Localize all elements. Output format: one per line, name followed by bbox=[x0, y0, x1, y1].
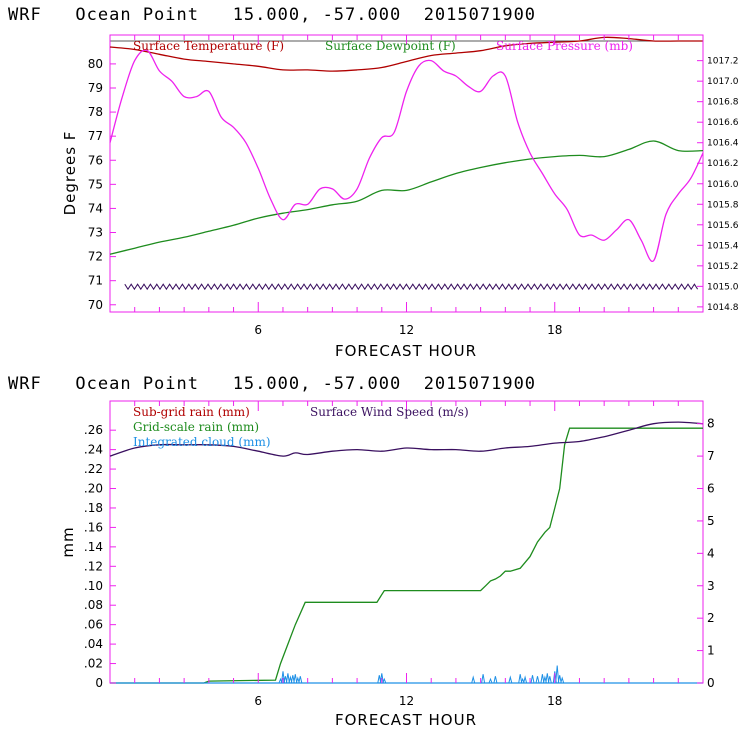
integrated-cloud-spike bbox=[488, 677, 493, 684]
y-tick-label: .22 bbox=[84, 462, 103, 476]
y-tick-label: .18 bbox=[84, 501, 103, 515]
y2-tick-label: 1016.4 bbox=[707, 139, 739, 149]
y-tick-label: .02 bbox=[84, 657, 103, 671]
y-tick-label: .24 bbox=[84, 443, 103, 457]
y-tick-label: .12 bbox=[84, 559, 103, 573]
grid-scale-rain-line bbox=[110, 427, 703, 684]
y2-tick-label: 1017.2 bbox=[707, 57, 739, 67]
y2-tick-label: 6 bbox=[707, 482, 715, 496]
y2-tick-label: 8 bbox=[707, 417, 715, 431]
integrated-cloud-spike bbox=[555, 665, 560, 684]
chart2-ylabel: mm bbox=[59, 526, 77, 557]
y-tick-label: .20 bbox=[84, 482, 103, 496]
y-tick-label: .08 bbox=[84, 598, 103, 612]
legend-grid-scale-rain: Grid-scale rain (mm) bbox=[133, 420, 259, 434]
y2-tick-label: 1017.0 bbox=[707, 77, 739, 87]
y-tick-label: .16 bbox=[84, 520, 103, 534]
legend-subgrid-rain: Sub-grid rain (mm) bbox=[133, 405, 250, 419]
y2-tick-label: 4 bbox=[707, 546, 715, 560]
y2-tick-label: 3 bbox=[707, 579, 715, 593]
integrated-cloud-spike bbox=[298, 676, 303, 684]
y-tick-label: .06 bbox=[84, 618, 103, 632]
legend-surface-dewpoint: Surface Dewpoint (F) bbox=[325, 39, 456, 53]
integrated-cloud-spike bbox=[481, 674, 486, 684]
chart2-xlabel: FORECAST HOUR bbox=[335, 711, 477, 729]
y-tick-label: 78 bbox=[88, 105, 103, 119]
rain-panel: WRF Ocean Point 15.000, -57.000 20150719… bbox=[8, 374, 715, 729]
integrated-cloud-spike bbox=[471, 675, 476, 684]
integrated-cloud-spike bbox=[281, 671, 285, 684]
integrated-cloud-spike bbox=[508, 675, 513, 684]
integrated-cloud-spike bbox=[547, 676, 552, 684]
chart1-xlabel: FORECAST HOUR bbox=[335, 342, 477, 360]
y2-tick-label: 1015.0 bbox=[707, 282, 739, 292]
chart2-title: WRF Ocean Point 15.000, -57.000 20150719… bbox=[8, 374, 536, 394]
integrated-cloud-spike bbox=[523, 675, 528, 684]
surface-wind-speed-line bbox=[109, 421, 704, 457]
y-tick-label: 75 bbox=[88, 177, 103, 191]
integrated-cloud-spike bbox=[557, 675, 562, 684]
x-tick-label: 12 bbox=[399, 323, 414, 337]
integrated-cloud-spike bbox=[285, 673, 290, 684]
chart1-title: WRF Ocean Point 15.000, -57.000 20150719… bbox=[8, 5, 536, 25]
x-tick-label: 12 bbox=[399, 694, 414, 708]
y2-tick-label: 1016.0 bbox=[707, 180, 739, 190]
chart1-ylabel: Degrees F bbox=[61, 131, 79, 216]
y2-tick-label: 1 bbox=[707, 644, 715, 658]
y-tick-label: 71 bbox=[88, 274, 103, 288]
y2-tick-label: 0 bbox=[707, 676, 715, 690]
y2-tick-label: 2 bbox=[707, 611, 715, 625]
y2-tick-label: 1015.4 bbox=[707, 241, 739, 251]
y2-tick-label: 7 bbox=[707, 449, 715, 463]
y-tick-label: 76 bbox=[88, 153, 103, 167]
y2-tick-label: 1016.6 bbox=[707, 118, 739, 128]
x-tick-label: 6 bbox=[254, 323, 262, 337]
x-tick-label: 6 bbox=[254, 694, 262, 708]
surface-pressure-line bbox=[109, 49, 704, 262]
y-tick-label: .14 bbox=[84, 540, 103, 554]
integrated-cloud-spike bbox=[293, 674, 298, 684]
y-tick-label: 73 bbox=[88, 226, 103, 240]
y-tick-label: 72 bbox=[88, 250, 103, 264]
y-tick-label: 80 bbox=[88, 57, 103, 71]
integrated-cloud-spike bbox=[560, 676, 565, 684]
x-tick-label: 18 bbox=[547, 694, 562, 708]
legend-surface-pressure: Surface Pressure (mb) bbox=[496, 39, 633, 53]
temperature-panel: WRF Ocean Point 15.000, -57.000 20150719… bbox=[8, 5, 739, 360]
y-tick-label: .10 bbox=[84, 579, 103, 593]
y2-tick-label: 1016.8 bbox=[707, 98, 739, 108]
integrated-cloud-spike bbox=[540, 674, 545, 684]
integrated-cloud-spike bbox=[518, 674, 523, 684]
legend-surface-wind-speed: Surface Wind Speed (m/s) bbox=[310, 405, 469, 419]
x-tick-label: 18 bbox=[547, 323, 562, 337]
y2-tick-label: 1014.8 bbox=[707, 303, 739, 313]
integrated-cloud-spike bbox=[382, 677, 387, 684]
integrated-cloud-spike bbox=[493, 676, 498, 684]
y-tick-label: .26 bbox=[84, 423, 103, 437]
y-tick-label: 77 bbox=[88, 129, 103, 143]
legend-surface-temperature: Surface Temperature (F) bbox=[133, 39, 284, 53]
surface-dewpoint-line bbox=[109, 140, 704, 255]
integrated-cloud-spike bbox=[379, 673, 384, 684]
integrated-cloud-spike bbox=[530, 675, 535, 684]
chart1-plot-frame bbox=[109, 34, 704, 313]
y-tick-label: 79 bbox=[88, 81, 103, 95]
integrated-cloud-spike bbox=[545, 673, 550, 684]
integrated-cloud-spike bbox=[535, 676, 540, 684]
y-tick-label: .04 bbox=[84, 637, 103, 651]
wind-direction-trace bbox=[124, 283, 699, 291]
y-tick-label: 0 bbox=[95, 676, 103, 690]
y2-tick-label: 5 bbox=[707, 514, 715, 528]
y-tick-label: 70 bbox=[88, 298, 103, 312]
y2-tick-label: 1016.2 bbox=[707, 159, 739, 169]
y2-tick-label: 1015.2 bbox=[707, 262, 739, 272]
y2-tick-label: 1015.6 bbox=[707, 221, 739, 231]
y-tick-label: 74 bbox=[88, 201, 103, 215]
legend-integrated-cloud: Integrated cloud (mm) bbox=[133, 435, 271, 449]
y2-tick-label: 1015.8 bbox=[707, 200, 739, 210]
